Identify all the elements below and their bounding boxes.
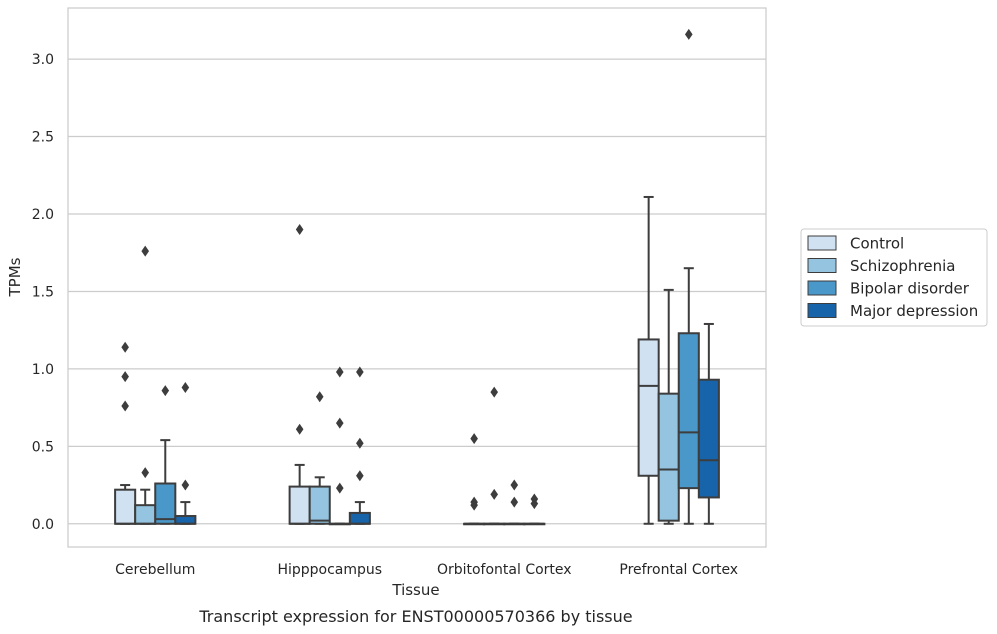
outlier-point <box>161 385 170 397</box>
outlier-point <box>335 366 344 378</box>
outlier-point <box>181 479 190 491</box>
box-prefrontal-cortex <box>677 28 700 525</box>
outlier-point <box>335 482 344 494</box>
legend-items: Control Schizophrenia Bipolar disorder Majo… <box>807 235 978 320</box>
y-tick-label: 3.0 <box>32 52 54 68</box>
box-cerebellum <box>134 245 157 525</box>
legend-swatch <box>807 280 837 296</box>
series-major-depression <box>174 322 720 526</box>
box-series <box>114 28 720 526</box>
y-tick-labels: 0.0 0.5 1.0 1.5 2.0 2.5 3.0 <box>32 52 54 533</box>
legend-label: Schizophrenia <box>850 257 955 275</box>
series-schizophrenia <box>134 245 680 526</box>
box-hipppocampus <box>328 366 351 526</box>
outlier-point <box>356 437 364 449</box>
series-bipolar-disorder <box>154 28 700 526</box>
box-body <box>657 392 680 522</box>
box-hipppocampus <box>348 366 371 525</box>
box-body <box>697 378 720 499</box>
box-prefrontal-cortex <box>637 195 660 525</box>
y-axis-label: TPMs <box>6 257 24 297</box>
box-prefrontal-cortex <box>697 322 720 525</box>
y-tick-label: 1.5 <box>32 284 54 300</box>
y-tick-label: 2.5 <box>32 130 54 146</box>
box-prefrontal-cortex <box>657 288 680 525</box>
box-hipppocampus <box>308 391 331 525</box>
legend-label: Control <box>850 235 904 253</box>
y-tick-label: 0.0 <box>32 517 54 533</box>
outlier-point <box>356 366 364 378</box>
legend-swatch <box>807 235 837 251</box>
legend: Control Schizophrenia Bipolar disorder Majo… <box>800 228 988 327</box>
outlier-point <box>121 400 129 412</box>
legend-swatch <box>807 258 837 273</box>
box-body <box>174 515 197 525</box>
box-body <box>348 511 371 525</box>
box-cerebellum <box>174 381 197 525</box>
x-axis-label: Tissue <box>391 581 439 599</box>
outlier-point <box>510 479 519 491</box>
box-orbitofontal-cortex <box>463 433 486 526</box>
outlier-point <box>141 467 150 479</box>
box-body <box>637 338 660 477</box>
outlier-point <box>121 341 129 353</box>
box-body <box>288 485 311 525</box>
box-orbitofontal-cortex <box>503 479 526 526</box>
x-tick-labels: Cerebellum Hipppocampus Orbitofontal Corte… <box>115 562 738 578</box>
legend-label: Bipolar disorder <box>850 280 970 298</box>
outlier-point <box>315 391 324 403</box>
x-tick-label: Prefrontal Cortex <box>619 562 738 578</box>
box-body <box>114 488 137 525</box>
x-tick-label: Orbitofontal Cortex <box>437 562 572 578</box>
y-tick-label: 1.0 <box>32 362 54 378</box>
outlier-point <box>295 423 304 435</box>
box-orbitofontal-cortex <box>483 386 506 526</box>
x-tick-label: Hipppocampus <box>277 562 382 578</box>
outlier-point <box>490 488 499 500</box>
outlier-point <box>490 386 499 398</box>
box-orbitofontal-cortex <box>523 493 546 526</box>
box-body <box>677 332 700 490</box>
y-tick-label: 0.5 <box>32 439 54 455</box>
outlier-point <box>470 433 478 445</box>
grid-lines <box>68 58 766 525</box>
y-tick-label: 2.0 <box>32 207 54 223</box>
chart-caption: Transcript expression for ENST0000057036… <box>198 607 632 626</box>
legend-frame <box>800 228 988 327</box>
box-hipppocampus <box>288 223 311 525</box>
box-body <box>134 504 157 525</box>
box-body <box>308 485 331 525</box>
outlier-point <box>335 417 344 429</box>
outlier-point <box>470 496 478 508</box>
plot-area-frame <box>67 7 767 548</box>
outlier-point <box>356 470 364 482</box>
outlier-point <box>141 245 150 257</box>
box-body <box>154 482 177 525</box>
x-tick-label: Cerebellum <box>115 562 195 578</box>
outlier-point <box>181 381 190 393</box>
box-cerebellum <box>154 385 177 525</box>
outlier-point <box>295 223 304 235</box>
outlier-point <box>121 371 129 383</box>
outlier-point <box>530 493 539 505</box>
outlier-point <box>684 28 693 40</box>
legend-label: Major depression <box>850 302 978 320</box>
legend-swatch <box>807 303 837 318</box>
series-control <box>114 195 660 526</box>
outlier-point <box>510 496 519 508</box>
